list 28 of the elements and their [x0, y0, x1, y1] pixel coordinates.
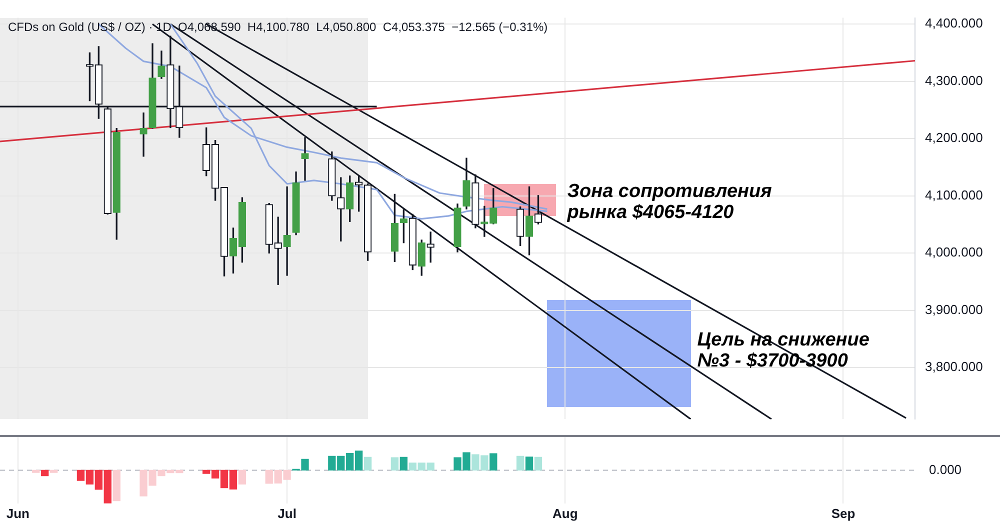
y-tick-label: 4,000.000 [925, 244, 983, 260]
candlestick [301, 137, 309, 181]
bar [534, 456, 542, 471]
x-tick-label: Jul [278, 506, 296, 521]
bar [112, 470, 120, 502]
x-tick-label: Aug [552, 506, 578, 521]
x-tick-label: Jun [6, 506, 30, 521]
y-tick-label: 4,100.000 [925, 187, 983, 202]
bar [525, 456, 534, 471]
candlestick [283, 186, 291, 276]
bar [238, 470, 246, 484]
bar [390, 457, 399, 471]
bar [400, 456, 408, 471]
ref-line-label: 0.000 [929, 462, 962, 477]
bar [50, 470, 58, 473]
bar [41, 470, 49, 476]
annotation: Зона сопротивления рынка $4065-4120 [566, 181, 772, 224]
bar [364, 456, 372, 471]
bar [516, 456, 524, 471]
bar [490, 453, 498, 471]
x-tick-label: Sep [831, 506, 856, 521]
y-tick-label: 3,900.000 [925, 302, 983, 317]
y-tick-label: 4,300.000 [925, 72, 983, 88]
y-tick-label: 4,200.000 [925, 130, 983, 146]
y-tick-label: 4,400.000 [925, 16, 983, 31]
bar [32, 470, 40, 473]
y-tick-label: 3,800.000 [925, 359, 983, 374]
candlestick [140, 112, 148, 157]
